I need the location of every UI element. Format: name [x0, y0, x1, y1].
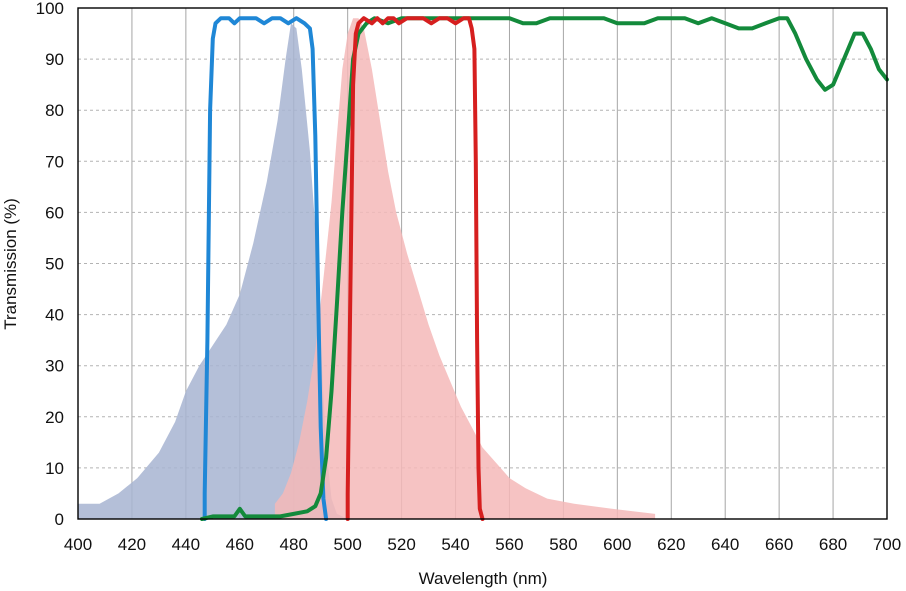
- y-tick-label: 0: [55, 510, 64, 529]
- y-axis-title: Transmission (%): [1, 198, 20, 330]
- y-tick-label: 100: [36, 0, 64, 18]
- x-tick-label: 500: [333, 535, 361, 554]
- y-tick-label: 60: [45, 203, 64, 222]
- y-tick-label: 70: [45, 152, 64, 171]
- y-tick-label: 50: [45, 255, 64, 274]
- x-tick-label: 420: [118, 535, 146, 554]
- series-line-3: [202, 16, 329, 521]
- x-tick-label: 400: [64, 535, 92, 554]
- y-tick-label: 30: [45, 357, 64, 376]
- x-tick-label: 700: [873, 535, 901, 554]
- y-tick-label: 10: [45, 459, 64, 478]
- x-tick-label: 480: [280, 535, 308, 554]
- x-tick-label: 540: [441, 535, 469, 554]
- x-tick-label: 580: [549, 535, 577, 554]
- series-area-2: [274, 18, 656, 519]
- series-line-4: [200, 16, 889, 521]
- y-axis-ticks: 0 10 20 30 40 50 60 70 80 90 100: [36, 0, 64, 529]
- series-line-5: [345, 16, 485, 521]
- y-tick-label: 80: [45, 101, 64, 120]
- x-tick-label: 640: [711, 535, 739, 554]
- plot-frame: [77, 7, 888, 520]
- series-area-1: [78, 23, 348, 520]
- x-tick-label: 600: [603, 535, 631, 554]
- y-tick-label: 40: [45, 306, 64, 325]
- x-tick-label: 460: [226, 535, 254, 554]
- x-tick-label: 660: [765, 535, 793, 554]
- y-tick-label: 90: [45, 50, 64, 69]
- x-tick-label: 520: [387, 535, 415, 554]
- x-tick-label: 560: [495, 535, 523, 554]
- x-axis-title: Wavelength (nm): [419, 569, 548, 588]
- y-tick-label: 20: [45, 408, 64, 427]
- x-tick-label: 680: [819, 535, 847, 554]
- series-group: [78, 16, 889, 521]
- x-tick-label: 440: [172, 535, 200, 554]
- grid: [78, 8, 887, 519]
- x-axis-ticks: 400 420 440 460 480 500 520 540 560 580 600 620 640 6…: [64, 535, 901, 554]
- x-tick-label: 620: [657, 535, 685, 554]
